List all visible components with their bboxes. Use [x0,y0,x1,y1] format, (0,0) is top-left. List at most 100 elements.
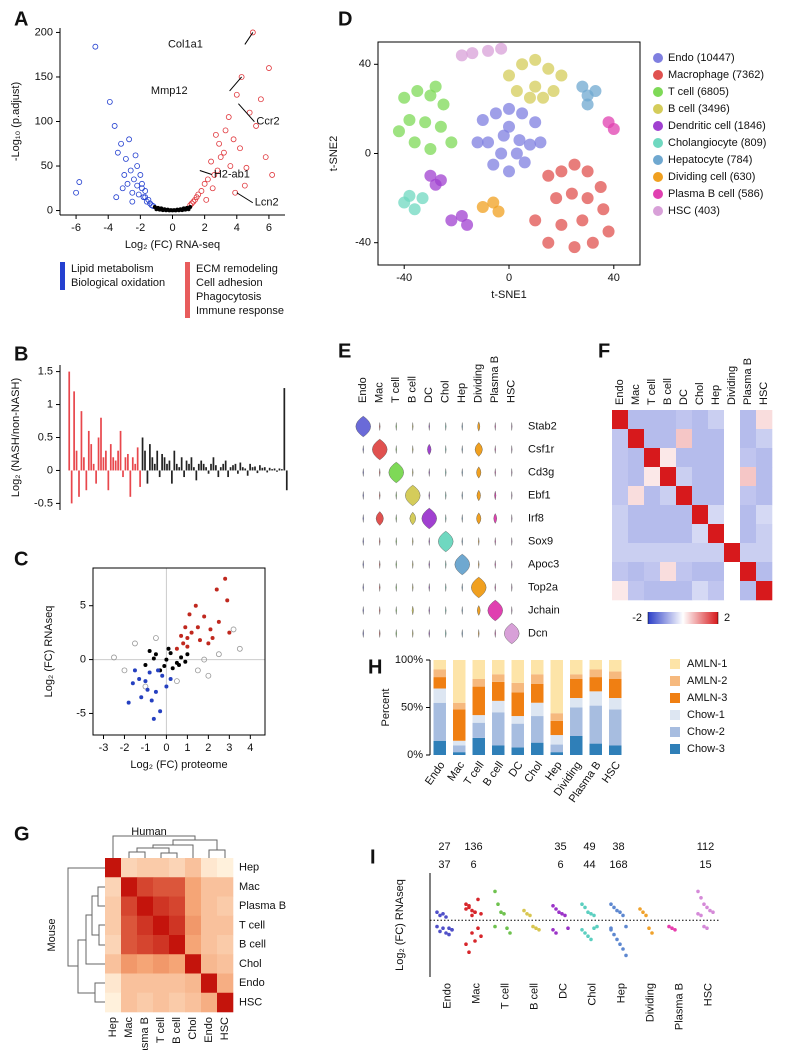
heatmap-cell [676,410,693,430]
heatmap-cell [153,973,170,994]
bar-segment [511,723,524,748]
point [416,192,429,205]
heatmap-cell [612,429,629,449]
bar [259,465,261,471]
bar [153,463,156,471]
row-label: Mac [239,881,260,893]
bar-segment [492,674,505,682]
violin [511,422,513,431]
violin [395,514,397,523]
point [424,89,437,102]
point [554,931,558,935]
point [119,185,126,192]
point [508,931,512,935]
heatmap-cell [740,543,757,563]
violin [445,514,447,523]
bar [70,470,73,504]
point [114,149,121,156]
point [168,651,173,656]
x-tick-label: 0 [163,742,169,754]
heatmap-cell [217,973,234,994]
bar [278,468,281,471]
heatmap-cell [644,562,661,582]
point [167,208,172,213]
point [565,187,578,200]
heatmap-cell [105,954,122,974]
point [151,656,156,661]
y-axis-label: -Log₁₀ (p.adjust) [10,82,22,161]
annotation-leader [199,170,212,175]
heatmap-cell [740,410,757,430]
legend-label: HSC (403) [668,205,720,217]
violin [494,422,496,431]
legend-label: Endo (10447) [668,52,735,64]
violin [421,507,437,530]
bar [178,467,181,471]
point [166,646,171,651]
bar [73,391,75,471]
heatmap-cell [201,915,218,936]
point [447,932,451,937]
heatmap-cell [660,543,677,563]
column-label: DC [423,387,435,403]
bar-segment [433,702,446,741]
bar [180,457,183,471]
heatmap-cell [724,410,741,430]
point [467,950,471,954]
heatmap-cell [724,448,741,468]
heatmap-cell [740,505,757,525]
bar-segment [433,660,446,670]
point [143,679,148,684]
bar [251,467,254,471]
heatmap-cell [201,877,218,897]
bar-segment [589,660,602,670]
legend-swatch [670,676,680,686]
heatmap-cell [105,935,122,955]
bar-segment [570,736,583,755]
colorbar [648,612,718,624]
heatmap-cell [612,505,629,525]
point [434,120,447,133]
point [445,136,458,149]
heatmap-cell [708,505,725,525]
point [529,53,542,66]
violin [476,466,482,479]
point [699,896,703,900]
point [470,931,474,935]
bar [109,444,112,471]
heatmap-cell [201,858,218,878]
point [135,191,142,198]
heatmap-cell [121,973,138,994]
bar-segment [531,674,544,684]
point [503,69,515,82]
point [212,131,219,138]
heatmap-cell [676,524,693,544]
point [214,167,221,174]
point [435,924,439,929]
legend-swatch [670,744,680,754]
point [185,644,190,649]
column-label: Dividing [473,364,485,403]
point [589,937,593,942]
point [470,908,474,913]
column-label: Plasma B [489,356,501,403]
violin [461,445,463,454]
point [160,208,165,213]
point [225,114,232,120]
heatmap-cell [644,543,661,563]
heatmap-cell [660,524,677,544]
point [398,91,411,104]
row-label: Endo [239,977,265,989]
heatmap-cell [644,505,661,525]
bar-segment [472,686,485,716]
point [147,648,152,653]
point [621,913,625,918]
violin [471,576,487,599]
point [641,910,645,914]
point [124,180,131,187]
point [209,185,216,192]
violin [461,422,463,431]
heatmap-cell [628,524,645,544]
x-tick-label: 0 [169,222,175,234]
bar-segment [492,681,505,701]
